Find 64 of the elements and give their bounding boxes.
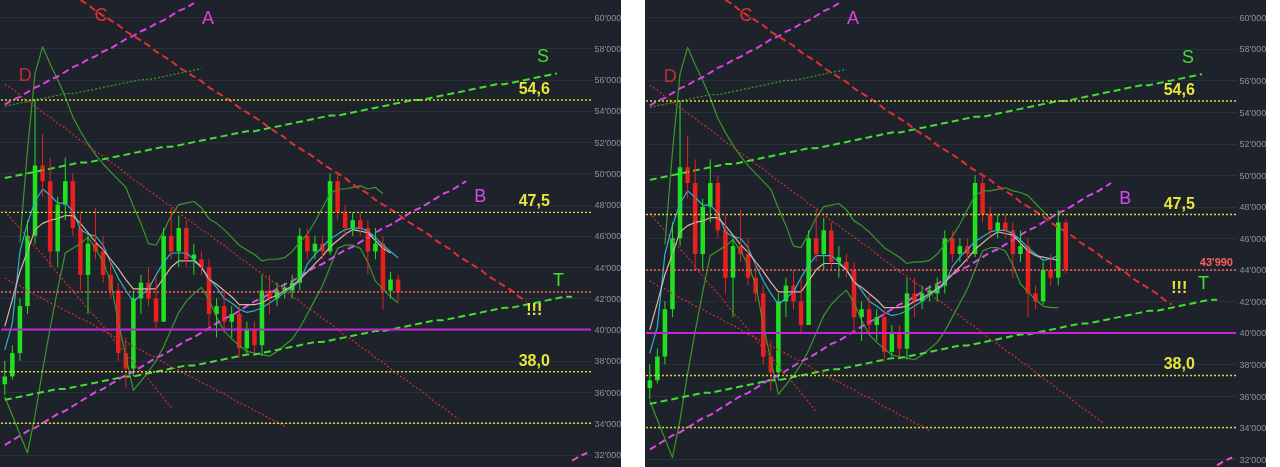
y-tick-label: 42'000 bbox=[1239, 296, 1267, 307]
y-tick-label: 38'000 bbox=[594, 356, 622, 367]
series-label: A bbox=[201, 8, 214, 29]
line-series bbox=[649, 239, 1059, 459]
candlestick bbox=[821, 217, 827, 271]
y-tick-label: 58'000 bbox=[1239, 44, 1267, 55]
y-tick-label: 60'000 bbox=[1239, 12, 1267, 23]
y-tick-label: 36'000 bbox=[594, 387, 622, 398]
y-tick-label: 52'000 bbox=[594, 137, 622, 148]
y-tick-label: 32'000 bbox=[594, 450, 622, 461]
annotation: 38,0 bbox=[1163, 355, 1195, 373]
y-tick-label: 56'000 bbox=[594, 75, 622, 86]
y-tick-label: 36'000 bbox=[1239, 391, 1267, 402]
y-tick-label: 48'000 bbox=[1239, 202, 1267, 213]
series-label: D bbox=[18, 65, 32, 86]
series-label: A bbox=[846, 8, 859, 29]
y-tick-label: 60'000 bbox=[594, 12, 622, 23]
y-tick-label: 56'000 bbox=[1239, 75, 1267, 86]
series-label: T bbox=[553, 269, 565, 290]
annotation: 47,5 bbox=[518, 192, 550, 210]
y-tick-label: 50'000 bbox=[1239, 170, 1267, 181]
annotation: 54,6 bbox=[1163, 80, 1195, 98]
line-series bbox=[648, 182, 1113, 451]
y-tick-label: 34'000 bbox=[1239, 423, 1267, 434]
annotation: !!! bbox=[1171, 278, 1188, 296]
y-tick-label: 46'000 bbox=[594, 231, 622, 242]
series-label: C bbox=[94, 5, 108, 25]
line-series bbox=[648, 298, 1219, 405]
line-series bbox=[4, 83, 460, 420]
y-tick-label: 44'000 bbox=[1239, 265, 1267, 276]
y-tick-label: 50'000 bbox=[594, 168, 622, 179]
y-tick-label: 48'000 bbox=[594, 200, 622, 211]
line-series bbox=[649, 217, 1059, 331]
y-tick-label: 34'000 bbox=[594, 418, 622, 429]
y-tick-label: 40'000 bbox=[1239, 328, 1267, 339]
line-series bbox=[649, 84, 1105, 424]
y-tick-label: 46'000 bbox=[1239, 233, 1267, 244]
series-label: D bbox=[663, 66, 677, 87]
line-series bbox=[3, 2, 195, 106]
series-label: B bbox=[1119, 188, 1132, 209]
line-series bbox=[4, 236, 399, 454]
line-series bbox=[4, 214, 392, 328]
annotation: 38,0 bbox=[518, 351, 550, 369]
y-tick-label: 44'000 bbox=[594, 262, 622, 273]
line-series bbox=[3, 180, 468, 447]
y-tick-label: 58'000 bbox=[594, 43, 622, 54]
y-tick-label: 52'000 bbox=[1239, 139, 1267, 150]
y-tick-label: 42'000 bbox=[594, 293, 622, 304]
line-series bbox=[3, 295, 574, 401]
series-label: C bbox=[739, 5, 753, 25]
series-label: S bbox=[536, 46, 549, 67]
ref-line-label: 43'990 bbox=[1199, 255, 1233, 268]
annotation: 47,5 bbox=[1163, 194, 1195, 212]
y-tick-label: 40'000 bbox=[594, 325, 622, 336]
y-tick-label: 54'000 bbox=[1239, 107, 1267, 118]
series-label: T bbox=[1198, 272, 1210, 293]
series-label: B bbox=[474, 186, 487, 207]
annotation: !!! bbox=[526, 301, 543, 319]
y-tick-label: 38'000 bbox=[1239, 359, 1267, 370]
annotation: 54,6 bbox=[518, 79, 550, 97]
y-tick-label: 32'000 bbox=[1239, 454, 1267, 465]
series-label: S bbox=[1181, 47, 1194, 68]
y-tick-label: 54'000 bbox=[594, 106, 622, 117]
line-series bbox=[648, 2, 840, 107]
